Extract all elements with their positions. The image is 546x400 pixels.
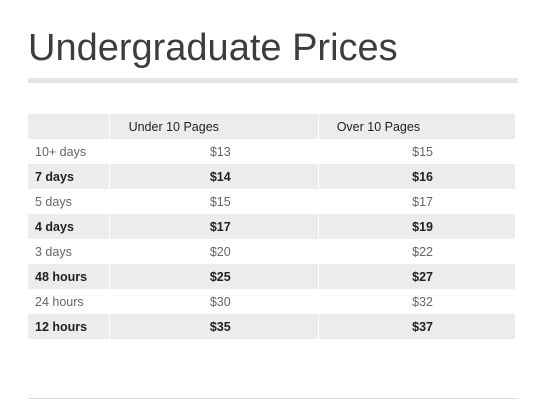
- price-under-cell: $13: [109, 139, 319, 164]
- title-divider: [28, 78, 518, 83]
- price-over-cell: $19: [412, 219, 433, 234]
- header-deadline: [28, 114, 110, 139]
- deadline-cell: 5 days: [28, 189, 110, 214]
- table-row: 4 days $17 $19: [28, 214, 515, 239]
- price-over-cell: $17: [412, 194, 433, 209]
- price-over-cell: $32: [412, 294, 433, 309]
- table-row: 3 days $20 $22: [28, 239, 515, 264]
- header-over-10-pages: Over 10 Pages: [336, 119, 421, 134]
- deadline-cell: 12 hours: [28, 314, 110, 339]
- deadline-cell: 24 hours: [28, 289, 110, 314]
- table-row: 24 hours $30 $32: [28, 289, 515, 314]
- price-over-cell: $22: [412, 244, 433, 259]
- deadline-cell: 7 days: [28, 164, 110, 189]
- price-over-cell: $15: [412, 144, 433, 159]
- price-under-cell: $20: [109, 239, 319, 264]
- table-row: 48 hours $25 $27: [28, 264, 515, 289]
- price-over-cell: $27: [412, 269, 433, 284]
- price-under-cell: $15: [109, 189, 319, 214]
- deadline-cell: 48 hours: [28, 264, 110, 289]
- price-over-cell: $16: [412, 169, 433, 184]
- bottom-divider: [28, 398, 518, 399]
- deadline-cell: 3 days: [28, 239, 110, 264]
- price-table: Under 10 Pages Over 10 Pages 10+ days $1…: [28, 114, 515, 339]
- header-under-10-pages: Under 10 Pages: [109, 114, 319, 139]
- price-over-cell: $37: [412, 319, 433, 334]
- price-under-cell: $25: [109, 264, 319, 289]
- deadline-cell: 10+ days: [28, 139, 110, 164]
- table-header-row: Under 10 Pages Over 10 Pages: [28, 114, 515, 139]
- table-row: 12 hours $35 $37: [28, 314, 515, 339]
- deadline-cell: 4 days: [28, 214, 110, 239]
- price-under-cell: $17: [109, 214, 319, 239]
- price-under-cell: $14: [109, 164, 319, 189]
- table-row: 7 days $14 $16: [28, 164, 515, 189]
- table-row: 5 days $15 $17: [28, 189, 515, 214]
- price-under-cell: $35: [109, 314, 319, 339]
- page-title: Undergraduate Prices: [28, 27, 398, 69]
- price-under-cell: $30: [109, 289, 319, 314]
- table-row: 10+ days $13 $15: [28, 139, 515, 164]
